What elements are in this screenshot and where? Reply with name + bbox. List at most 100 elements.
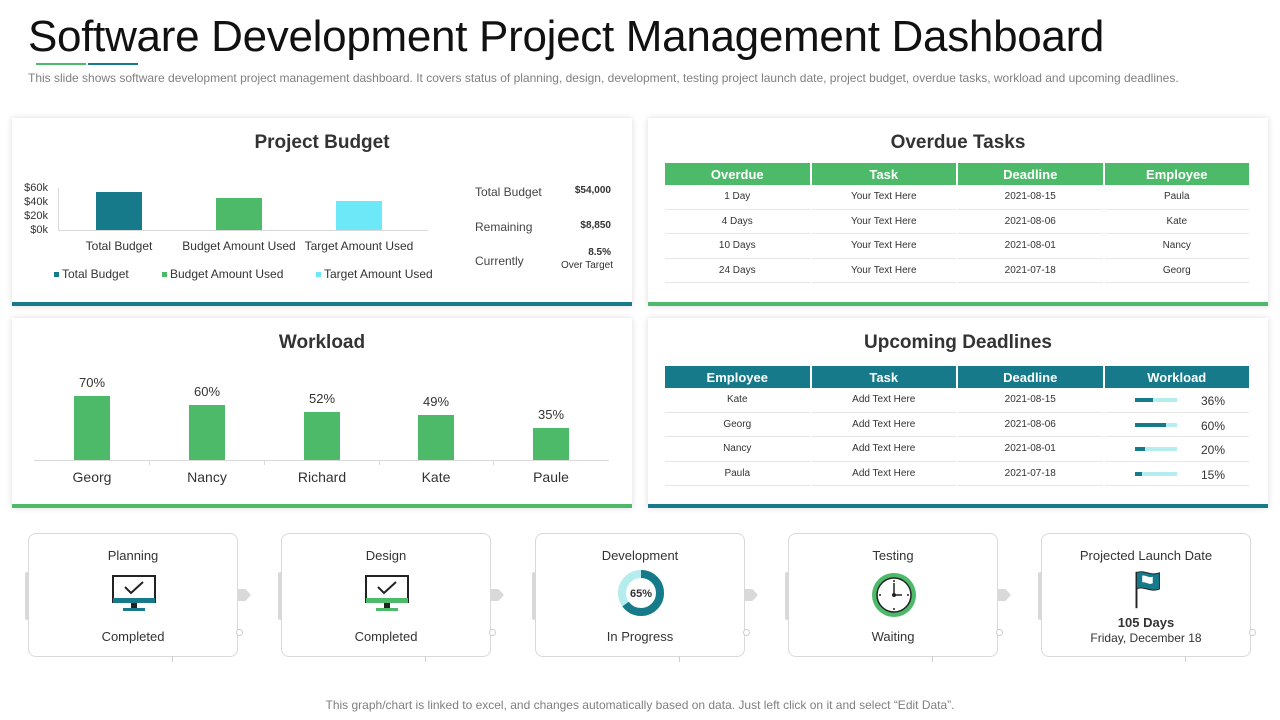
legend-swatch-teal <box>54 271 59 277</box>
upcoming-table: Employee Task Deadline Workload Kate Add … <box>663 366 1251 486</box>
workload-bar[interactable] <box>189 405 225 460</box>
employee-cell: Nancy <box>665 437 810 462</box>
workload-panel: Workload 70% Georg 60% Nancy 52% Richard 49% Ka… <box>12 318 632 508</box>
workload-bar[interactable] <box>418 415 454 460</box>
deadline-cell: 2021-08-15 <box>958 185 1103 210</box>
panel-accent-bar <box>648 302 1268 306</box>
stage-left-bar <box>25 572 29 620</box>
table-row[interactable]: Georg Add Text Here 2021-08-06 60% <box>665 413 1249 437</box>
stage-pin <box>743 629 750 636</box>
title-underline-teal <box>88 63 138 65</box>
overdue-cell: 4 Days <box>665 210 810 234</box>
column-header[interactable]: Task <box>811 163 956 185</box>
task-cell: Add Text Here <box>811 388 956 413</box>
x-tick-label: Budget Amount Used <box>182 239 296 253</box>
budget-bar[interactable] <box>96 192 142 230</box>
x-tick-label: Target Amount Used <box>304 239 414 253</box>
employee-cell: Paula <box>665 462 810 486</box>
stage-connector <box>997 589 1011 601</box>
workload-value-label: 49% <box>422 394 450 410</box>
workload-name-label: Richard <box>297 469 347 485</box>
stage-card-planning[interactable]: Planning Completed <box>25 533 251 662</box>
stage-tick <box>932 656 933 662</box>
workload-name-label: Georg <box>72 469 112 485</box>
currently-value: 8.5% <box>588 247 611 258</box>
column-header[interactable]: Task <box>811 366 956 388</box>
table-row[interactable]: 24 Days Your Text Here 2021-07-18 Georg <box>665 259 1249 283</box>
column-header[interactable]: Employee <box>1104 163 1249 185</box>
workload-bar-track <box>1134 447 1177 451</box>
workload-percent: 36% <box>1200 394 1225 408</box>
workload-percent: 60% <box>1200 418 1225 433</box>
table-row[interactable]: Nancy Add Text Here 2021-08-01 20% <box>665 437 1249 462</box>
workload-bar[interactable] <box>304 412 340 460</box>
x-axis-line <box>34 460 609 461</box>
column-header[interactable]: Deadline <box>958 163 1103 185</box>
column-header[interactable]: Workload <box>1104 366 1249 388</box>
column-header[interactable]: Overdue <box>665 163 810 185</box>
stage-card-design[interactable]: Design Completed <box>278 533 504 662</box>
task-cell: Your Text Here <box>811 185 956 210</box>
workload-bar[interactable] <box>533 428 569 460</box>
page-title: Software Development Project Management … <box>28 12 1105 61</box>
stage-tick <box>1185 656 1186 662</box>
workload-name-label: Paule <box>533 469 569 485</box>
page-subtitle: This slide shows software development pr… <box>28 71 1179 85</box>
footer-note: This graph/chart is linked to excel, and… <box>325 698 955 712</box>
workload-cell: 15% <box>1104 462 1249 486</box>
table-row[interactable]: Paula Add Text Here 2021-07-18 15% <box>665 462 1249 486</box>
budget-bar[interactable] <box>216 198 262 230</box>
stage-name: Planning <box>107 548 159 563</box>
table-row[interactable]: 1 Day Your Text Here 2021-08-15 Paula <box>665 185 1249 210</box>
project-budget-panel: Project Budget $60k $40k $20k $0k Total … <box>12 118 632 306</box>
employee-cell: Georg <box>665 413 810 437</box>
stage-left-bar <box>278 572 282 620</box>
stage-pin <box>996 629 1003 636</box>
budget-bar[interactable] <box>336 200 382 230</box>
table-header-row: Employee Task Deadline Workload <box>665 366 1249 388</box>
upcoming-deadlines-title: Upcoming Deadlines <box>864 332 1052 353</box>
workload-cell: 36% <box>1104 388 1249 413</box>
flag-icon <box>1135 571 1160 609</box>
upcoming-deadlines-panel: Upcoming Deadlines Employee Task Deadlin… <box>648 318 1268 508</box>
task-cell: Add Text Here <box>811 437 956 462</box>
overdue-cell: 1 Day <box>665 185 810 210</box>
workload-bar-fill <box>1134 447 1145 451</box>
workload-bar[interactable] <box>74 396 110 460</box>
task-cell: Add Text Here <box>811 462 956 486</box>
workload-bar-fill <box>1134 398 1154 402</box>
stage-card-launch[interactable]: Projected Launch Date 105 Days Friday, D… <box>1038 533 1256 662</box>
budget-chart[interactable]: $60k $40k $20k $0k Total Budget Budget A… <box>12 118 472 298</box>
workload-value-label: 60% <box>193 384 221 400</box>
workload-percent: 20% <box>1200 443 1225 457</box>
legend-item-total-budget: Total Budget <box>54 267 129 281</box>
workload-chart[interactable]: 70% Georg 60% Nancy 52% Richard 49% Kate 35% Paul… <box>12 318 632 508</box>
panel-accent-bar <box>12 504 632 508</box>
column-header[interactable]: Employee <box>665 366 810 388</box>
stage-name: Development <box>601 548 679 563</box>
stage-card-testing[interactable]: Testing Waiting <box>785 533 1011 662</box>
workload-value-label: 35% <box>537 407 565 422</box>
overdue-tasks-title: Overdue Tasks <box>890 132 1026 153</box>
stage-tick <box>679 656 680 662</box>
x-axis-tick <box>264 460 265 465</box>
stage-pin <box>236 629 243 636</box>
table-row[interactable]: 10 Days Your Text Here 2021-08-01 Nancy <box>665 234 1249 259</box>
x-axis-tick <box>379 460 380 465</box>
deadline-cell: 2021-07-18 <box>958 462 1103 486</box>
project-budget-title: Project Budget <box>254 132 390 153</box>
total-budget-label: Total Budget <box>475 185 542 199</box>
table-row[interactable]: Kate Add Text Here 2021-08-15 36% <box>665 388 1249 413</box>
stage-name: Design <box>365 548 407 563</box>
stage-status: Completed <box>101 629 165 644</box>
stage-card-development[interactable]: Development 65% In Progress <box>532 533 758 662</box>
workload-name-label: Kate <box>421 469 451 485</box>
column-header[interactable]: Deadline <box>958 366 1103 388</box>
monitor-check-icon <box>112 575 156 611</box>
table-row[interactable]: 4 Days Your Text Here 2021-08-06 Kate <box>665 210 1249 234</box>
workload-bar-track <box>1134 398 1177 402</box>
workload-title: Workload <box>278 332 366 353</box>
overdue-cell: 24 Days <box>665 259 810 283</box>
overdue-tasks-panel: Overdue Tasks Overdue Task Deadline Empl… <box>648 118 1268 306</box>
currently-subtext: Over Target <box>560 260 613 271</box>
